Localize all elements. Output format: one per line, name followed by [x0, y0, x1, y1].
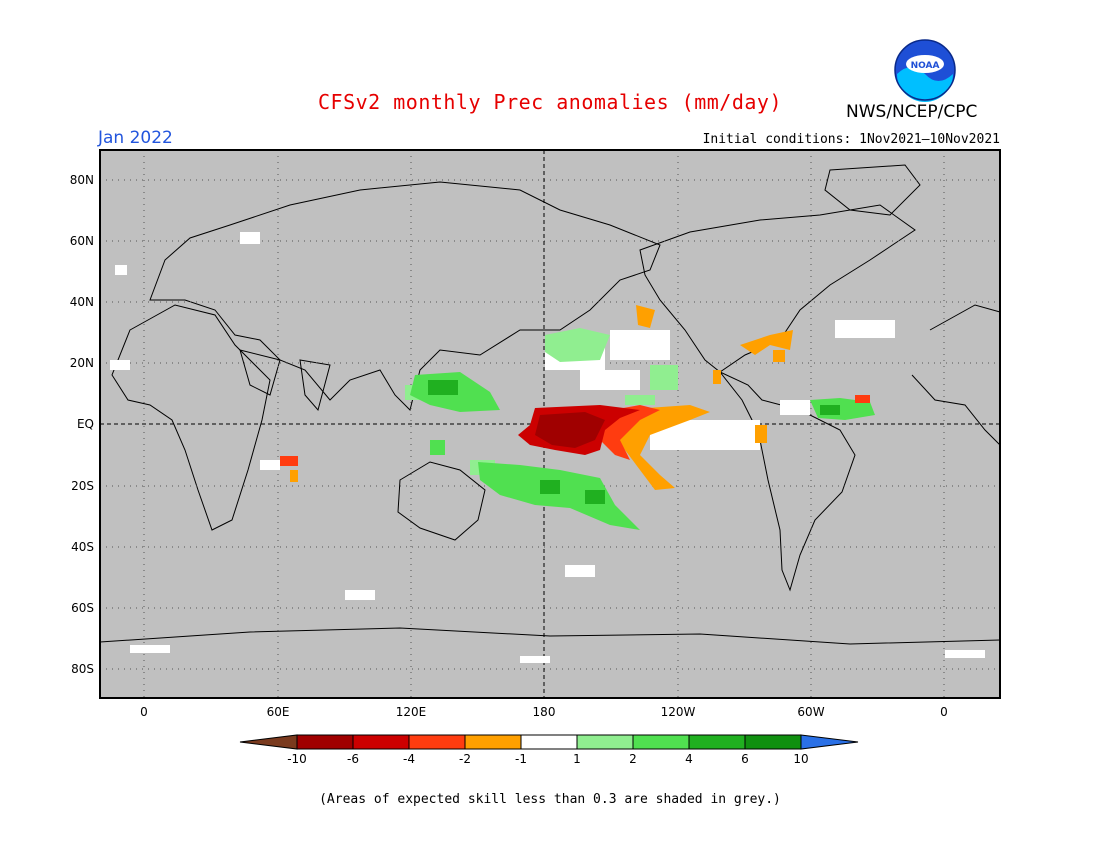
colorbar-cell — [744, 734, 802, 750]
colorbar-label: 1 — [573, 752, 581, 766]
initial-conditions: Initial conditions: 1Nov2021–10Nov2021 — [702, 132, 1000, 147]
lon-label: 60E — [267, 705, 290, 719]
lat-axis: 80N 60N 40N 20N EQ 20S 40S 60S 80S — [70, 173, 94, 676]
colorbar-cell — [520, 734, 578, 750]
colorbar-label: -1 — [515, 752, 527, 766]
lon-axis: 0 60E 120E 180 120W 60W 0 — [140, 705, 948, 719]
colorbar-cell — [800, 734, 859, 750]
colorbar-cell — [408, 734, 466, 750]
colorbar-label: 6 — [741, 752, 749, 766]
colorbar-label: 4 — [685, 752, 693, 766]
colorbar-label: -2 — [459, 752, 471, 766]
map-title: CFSv2 monthly Prec anomalies (mm/day) — [317, 90, 783, 114]
org-label: NWS/NCEP/CPC — [846, 102, 978, 122]
anomaly-shading — [110, 232, 985, 663]
colorbar-cell — [352, 734, 410, 750]
lat-label: 80N — [70, 173, 94, 187]
lat-label: 60S — [71, 601, 94, 615]
lat-label: 40S — [71, 540, 94, 554]
colorbar-label: 2 — [629, 752, 637, 766]
forecast-month: Jan 2022 — [98, 128, 173, 148]
lat-label: 40N — [70, 295, 94, 309]
lon-label: 60W — [797, 705, 824, 719]
colorbar-cell — [239, 734, 298, 750]
lat-label: 60N — [70, 234, 94, 248]
noaa-logo-text: NOAA — [911, 61, 940, 71]
lon-label: 120W — [661, 705, 696, 719]
lon-label: 180 — [533, 705, 556, 719]
colorbar-label: -6 — [347, 752, 359, 766]
colorbar-label: -4 — [403, 752, 415, 766]
lat-label: 20S — [71, 479, 94, 493]
lat-label: EQ — [77, 417, 94, 431]
colorbar-cell — [464, 734, 522, 750]
lon-label: 120E — [396, 705, 427, 719]
colorbar-cell — [688, 734, 746, 750]
lon-label: 0 — [940, 705, 948, 719]
noaa-logo: NOAA — [894, 39, 956, 102]
map-panel — [99, 149, 1001, 699]
colorbar-cell — [296, 734, 354, 750]
lon-label: 0 — [140, 705, 148, 719]
colorbar: -10 -6 -4 -2 -1 1 2 4 6 10 — [239, 734, 859, 766]
colorbar-cell — [632, 734, 690, 750]
colorbar-cell — [576, 734, 634, 750]
skill-footnote: (Areas of expected skill less than 0.3 a… — [319, 792, 781, 807]
lat-label: 20N — [70, 356, 94, 370]
map-frame — [99, 149, 1001, 699]
colorbar-label: -10 — [287, 752, 307, 766]
colorbar-label: 10 — [793, 752, 808, 766]
lat-label: 80S — [71, 662, 94, 676]
